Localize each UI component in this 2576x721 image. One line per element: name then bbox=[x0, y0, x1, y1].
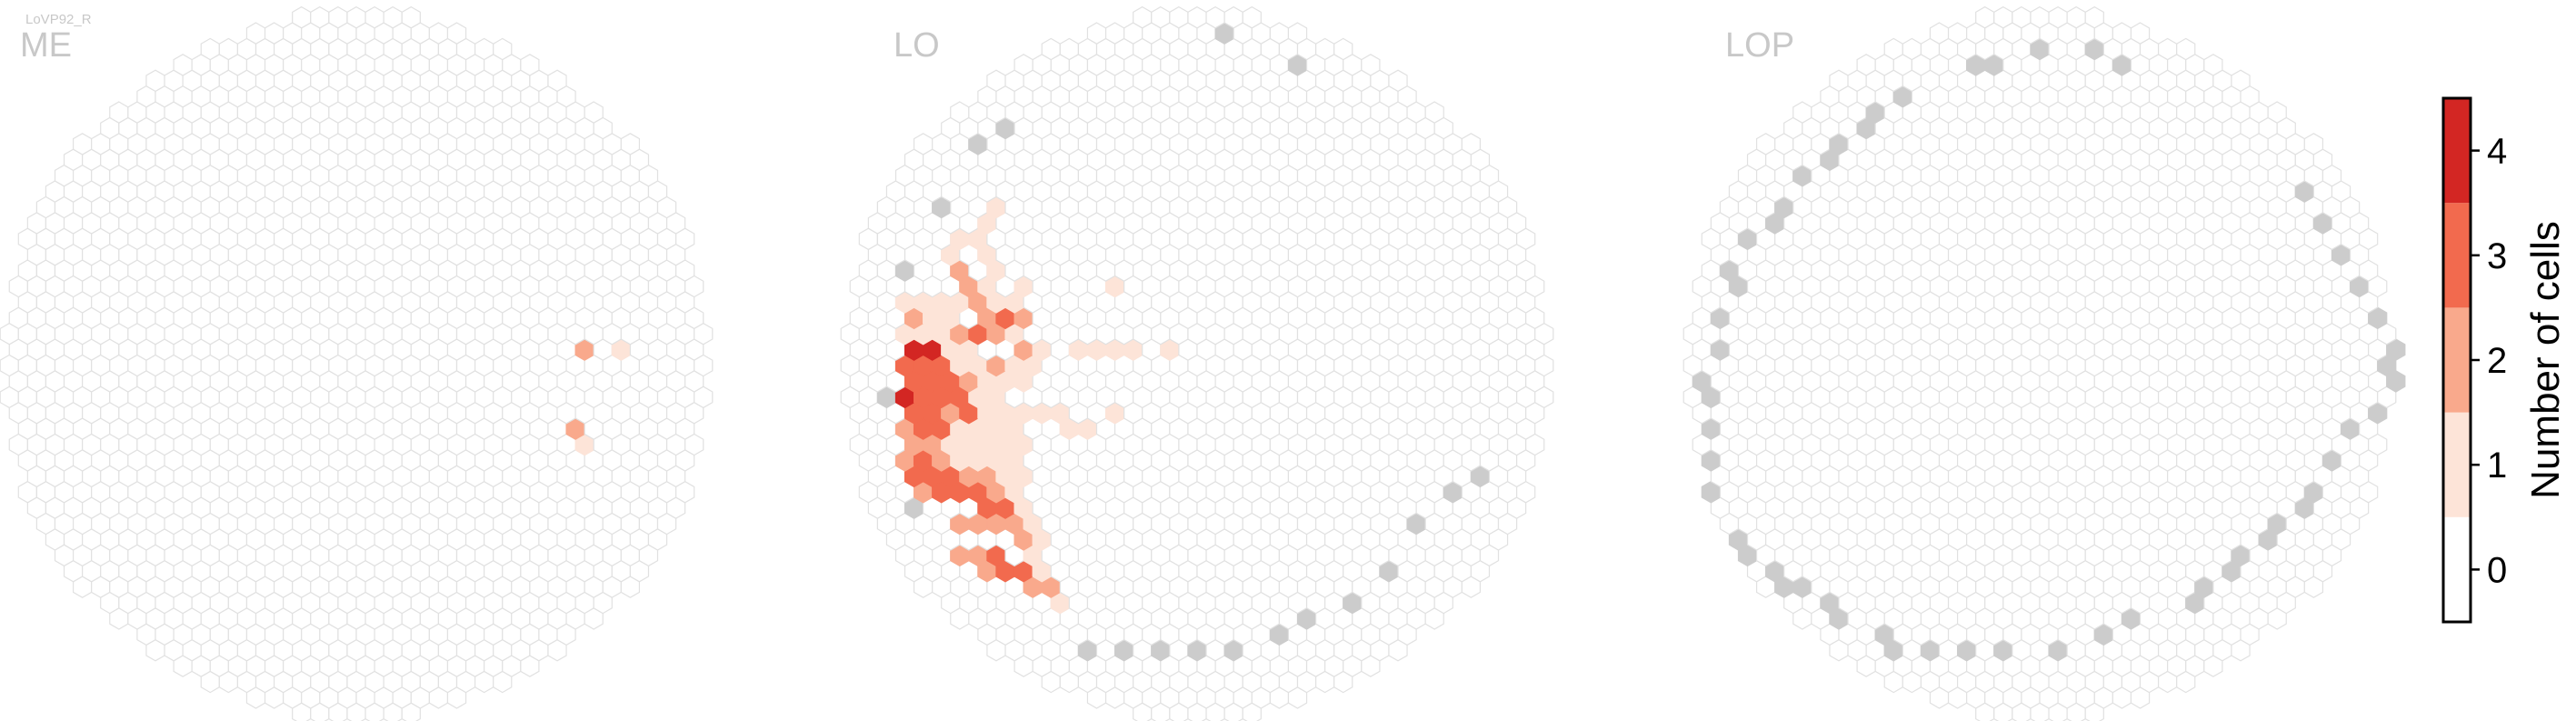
hex-column bbox=[383, 5, 403, 29]
hex-column bbox=[1792, 101, 1812, 124]
hex-column bbox=[1269, 22, 1290, 45]
hex-column bbox=[1829, 69, 1849, 93]
hex-column bbox=[1287, 22, 1308, 45]
hex-column bbox=[218, 37, 238, 61]
hex-column bbox=[1242, 5, 1262, 29]
hex-column bbox=[1013, 54, 1033, 76]
hex-column bbox=[1929, 22, 1950, 45]
hex-column bbox=[145, 69, 165, 93]
colorbar-tick-label: 1 bbox=[2487, 446, 2507, 486]
hex-column bbox=[328, 5, 348, 29]
colorbar-tick-label: 3 bbox=[2487, 236, 2507, 276]
colorbar-bands bbox=[2443, 98, 2471, 622]
hexgrid-me bbox=[0, 5, 714, 721]
hex-column bbox=[2112, 22, 2132, 45]
hex-column bbox=[584, 101, 604, 124]
hex-column bbox=[72, 133, 93, 155]
hex-column bbox=[109, 101, 129, 124]
hex-column bbox=[1388, 69, 1408, 93]
hex-column bbox=[346, 5, 366, 29]
hex-column bbox=[401, 5, 421, 29]
hex-column bbox=[1059, 37, 1080, 61]
hex-column bbox=[950, 101, 970, 124]
hex-column bbox=[1169, 5, 1189, 29]
colorbar-band-3 bbox=[2443, 203, 2471, 308]
hex-column bbox=[1151, 5, 1171, 29]
hex-column bbox=[2130, 22, 2151, 45]
colorbar: 0 1 2 3 4 Number of cells bbox=[2441, 96, 2568, 624]
colorbar-ticks: 0 1 2 3 4 bbox=[2471, 132, 2507, 590]
hex-column bbox=[1361, 54, 1381, 76]
hex-column bbox=[173, 54, 193, 76]
hex-column bbox=[310, 5, 330, 29]
panel-lop: LOP bbox=[1682, 5, 2406, 721]
hex-column bbox=[245, 22, 266, 45]
hex-column bbox=[2030, 5, 2050, 29]
hex-column bbox=[2048, 5, 2068, 29]
hex-column bbox=[1187, 5, 1207, 29]
hex-column bbox=[1041, 37, 1061, 61]
hex-column bbox=[1223, 5, 1243, 29]
hex-column bbox=[1856, 54, 1876, 76]
hex-column bbox=[364, 5, 384, 29]
hex-column bbox=[292, 5, 312, 29]
hex-column bbox=[474, 37, 494, 61]
hex-column bbox=[264, 22, 285, 45]
hex-column bbox=[200, 37, 220, 61]
hex-column bbox=[1205, 5, 1225, 29]
hex-column bbox=[428, 22, 449, 45]
hex-column bbox=[1461, 133, 1482, 155]
hex-column bbox=[2267, 101, 2287, 124]
hexgrid-lo bbox=[840, 5, 1554, 721]
hex-column bbox=[620, 133, 641, 155]
hex-column bbox=[520, 54, 540, 76]
hex-column bbox=[2231, 69, 2251, 93]
hex-column bbox=[2084, 5, 2104, 29]
cell-type-label: LoVP92_R bbox=[25, 12, 92, 27]
hex-column bbox=[1902, 37, 1922, 61]
panel-title-lo: LO bbox=[894, 26, 940, 65]
hex-column bbox=[1755, 133, 1776, 155]
hex-column bbox=[1104, 22, 1125, 45]
colorbar-band-1 bbox=[2443, 412, 2471, 517]
hexgrid-lop bbox=[1682, 5, 2406, 721]
panel-title-me: ME bbox=[20, 26, 72, 65]
hex-column bbox=[2303, 133, 2324, 155]
hex-column bbox=[2203, 54, 2223, 76]
colorbar-band-2 bbox=[2443, 307, 2471, 413]
hex-column bbox=[2176, 37, 2196, 61]
hex-column bbox=[1883, 37, 1903, 61]
hex-column bbox=[2066, 5, 2086, 29]
hex-column bbox=[1993, 5, 2013, 29]
hex-column bbox=[1314, 37, 1335, 61]
hex-column bbox=[913, 133, 934, 155]
colorbar-band-4 bbox=[2443, 98, 2471, 204]
hex-column bbox=[493, 37, 513, 61]
colorbar-tick-label: 4 bbox=[2487, 132, 2507, 172]
panel-me: ME bbox=[0, 5, 714, 721]
panel-title-lop: LOP bbox=[1725, 26, 1794, 65]
hex-column bbox=[1133, 5, 1153, 29]
hex-column bbox=[2158, 37, 2178, 61]
hex-column bbox=[547, 69, 567, 93]
hex-column bbox=[1086, 22, 1107, 45]
hex-column bbox=[1424, 101, 1444, 124]
hex-column bbox=[1947, 22, 1968, 45]
hex-column bbox=[446, 22, 467, 45]
colorbar-tick-label: 0 bbox=[2487, 550, 2507, 590]
hex-column bbox=[1975, 5, 1995, 29]
colorbar-band-0 bbox=[2443, 516, 2471, 622]
panel-lo: LO bbox=[840, 5, 1554, 721]
colorbar-label: Number of cells bbox=[2523, 221, 2568, 499]
hex-column bbox=[1333, 37, 1353, 61]
hex-column bbox=[986, 69, 1006, 93]
hex-column bbox=[2012, 5, 2032, 29]
colorbar-tick-label: 2 bbox=[2487, 341, 2507, 381]
